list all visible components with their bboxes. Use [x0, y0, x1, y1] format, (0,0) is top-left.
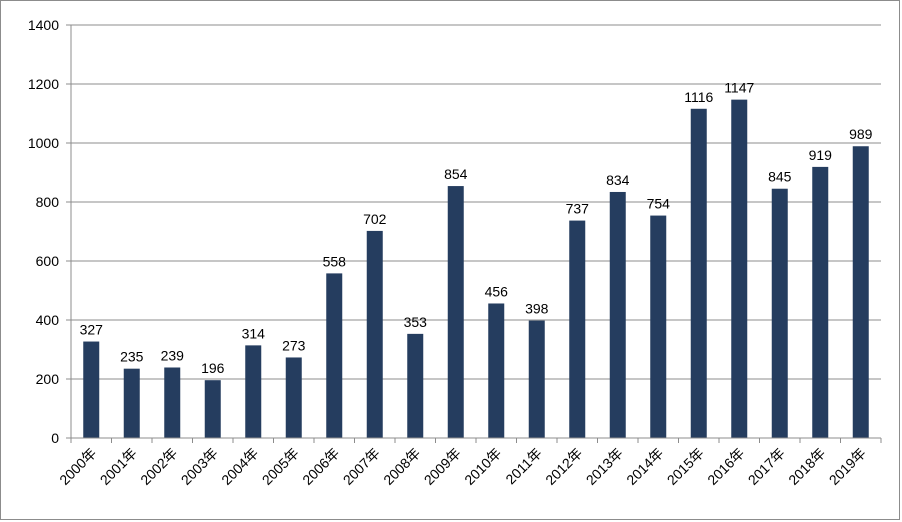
y-tick-label: 1200	[28, 76, 59, 92]
x-tick-label: 2004年	[218, 445, 261, 488]
data-label: 398	[525, 301, 549, 317]
axis-layer	[66, 24, 882, 443]
data-label: 854	[444, 166, 468, 182]
data-label: 1116	[684, 89, 713, 105]
bar	[407, 333, 424, 438]
y-tick-label: 200	[36, 371, 60, 387]
bar	[609, 191, 626, 438]
data-label: 235	[120, 349, 144, 365]
y-tick-label: 600	[36, 253, 60, 269]
y-tick-label: 1000	[28, 135, 59, 151]
data-label: 327	[80, 322, 104, 338]
y-tick-label: 800	[36, 194, 60, 210]
x-tick-label: 2005年	[259, 445, 302, 488]
data-label: 314	[242, 325, 266, 341]
bar	[771, 188, 788, 438]
x-tick-label: 2009年	[421, 445, 464, 488]
data-label: 456	[485, 283, 509, 299]
bar-layer	[83, 99, 869, 438]
data-label: 834	[606, 172, 630, 188]
x-tick-label: 2015年	[664, 445, 707, 488]
x-tick-label: 2017年	[745, 445, 788, 488]
data-label: 558	[323, 253, 347, 269]
x-tick-label: 2011年	[502, 445, 545, 488]
data-label: 239	[161, 347, 185, 363]
data-label: 353	[404, 314, 428, 330]
bar	[366, 230, 383, 438]
y-tick-label: 1400	[28, 17, 59, 33]
x-tick-label: 2007年	[340, 445, 383, 488]
bar	[123, 368, 140, 438]
x-tick-label: 2000年	[56, 445, 99, 488]
data-label: 196	[201, 360, 225, 376]
data-label: 845	[768, 169, 792, 185]
data-label: 273	[282, 337, 306, 353]
x-tick-label: 2010年	[461, 445, 504, 488]
x-tick-label: 2018年	[785, 445, 828, 488]
y-tick-label: 0	[51, 430, 59, 446]
bar	[204, 380, 221, 438]
data-label: 754	[647, 196, 671, 212]
bar	[447, 186, 464, 438]
bar	[569, 220, 586, 438]
bar	[852, 146, 869, 438]
bar	[83, 341, 100, 438]
bar	[164, 367, 181, 438]
grid-layer	[71, 24, 881, 380]
y-tick-label: 400	[36, 312, 60, 328]
bar	[326, 273, 343, 438]
x-tick-label: 2003年	[178, 445, 221, 488]
x-tick-label: 2019年	[826, 445, 869, 488]
data-label: 702	[363, 211, 387, 227]
bar	[650, 215, 667, 438]
bar	[690, 108, 707, 438]
x-tick-label: 2008年	[380, 445, 423, 488]
x-tick-label: 2013年	[583, 445, 626, 488]
bar	[245, 345, 262, 438]
data-label: 989	[849, 126, 873, 142]
data-label: 737	[566, 201, 590, 217]
x-tick-label: 2002年	[137, 445, 180, 488]
data-label: 1147	[724, 80, 754, 96]
x-tick-label: 2014年	[623, 445, 666, 488]
x-tick-label: 2006年	[299, 445, 342, 488]
data-label: 919	[809, 147, 833, 163]
x-tick-label: 2001年	[97, 445, 140, 488]
bar	[488, 303, 505, 438]
bar	[731, 99, 748, 438]
x-tick-label: 2012年	[542, 445, 585, 488]
bar	[812, 166, 829, 438]
bar	[285, 357, 302, 438]
x-tick-label: 2016年	[704, 445, 747, 488]
bar	[528, 320, 545, 438]
